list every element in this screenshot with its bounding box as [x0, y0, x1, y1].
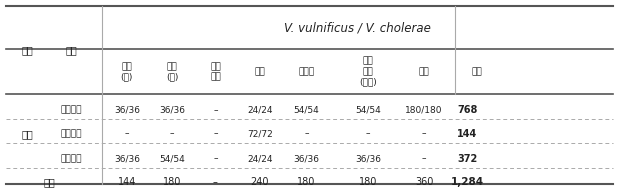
Text: 372: 372 [457, 154, 477, 164]
Text: 360: 360 [415, 177, 433, 187]
Text: –: – [213, 106, 218, 115]
Text: 36/36: 36/36 [114, 154, 140, 163]
Text: –: – [170, 129, 175, 139]
Text: 산낙지: 산낙지 [298, 67, 314, 76]
Text: 180: 180 [359, 177, 378, 187]
Text: 24/24: 24/24 [247, 154, 273, 163]
Text: 시료: 시료 [66, 45, 77, 55]
Text: 36/36: 36/36 [293, 154, 319, 163]
Text: 36/36: 36/36 [159, 106, 185, 115]
Text: –: – [213, 177, 218, 187]
Text: 768: 768 [457, 105, 477, 115]
Text: 해수: 해수 [418, 67, 430, 76]
Text: –: – [213, 129, 218, 139]
Text: 54/54: 54/54 [159, 154, 185, 163]
Text: 180/180: 180/180 [405, 106, 443, 115]
Text: 240: 240 [251, 177, 269, 187]
Text: 전어
(회): 전어 (회) [166, 62, 178, 82]
Text: 36/36: 36/36 [114, 106, 140, 115]
Text: 54/54: 54/54 [293, 106, 319, 115]
Text: –: – [422, 129, 426, 139]
Text: 180: 180 [163, 177, 181, 187]
Text: 넓치
(회): 넓치 (회) [121, 62, 133, 82]
Text: 서해: 서해 [22, 129, 33, 139]
Text: –: – [304, 129, 309, 139]
Text: 180: 180 [297, 177, 316, 187]
Text: 144: 144 [457, 129, 477, 139]
Text: 권역: 권역 [22, 45, 33, 55]
Text: –: – [366, 129, 371, 139]
Text: 가공단계: 가공단계 [61, 129, 82, 139]
Text: 생산단계: 생산단계 [61, 106, 82, 115]
Text: 24/24: 24/24 [247, 106, 273, 115]
Text: 36/36: 36/36 [355, 154, 381, 163]
Text: –: – [213, 154, 218, 163]
Text: 54/54: 54/54 [355, 106, 381, 115]
Text: 간장
게장
(꽃게): 간장 게장 (꽃게) [360, 57, 377, 87]
Text: –: – [422, 154, 426, 163]
Text: 유통단계: 유통단계 [61, 154, 82, 163]
Text: 1,284: 1,284 [451, 177, 484, 187]
Text: 144: 144 [118, 177, 136, 187]
Text: 총계: 총계 [471, 67, 482, 76]
Text: –: – [124, 129, 129, 139]
Text: V. vulnificus / V. cholerae: V. vulnificus / V. cholerae [284, 21, 431, 34]
Text: 총계: 총계 [44, 177, 55, 187]
Text: 생굴: 생굴 [254, 67, 266, 76]
Text: 72/72: 72/72 [247, 129, 273, 139]
Text: 우렁
엘이: 우렁 엘이 [210, 62, 221, 82]
